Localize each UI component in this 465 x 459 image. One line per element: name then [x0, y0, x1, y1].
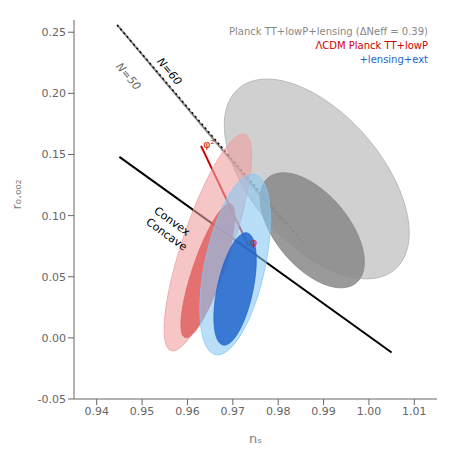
- svg-text:0.00: 0.00: [42, 332, 67, 345]
- svg-text:N=50: N=50: [113, 60, 143, 92]
- svg-text:1.00: 1.00: [357, 405, 382, 418]
- html-text:+lensing+ext: +lensing+ext: [359, 54, 428, 65]
- html-text:ΛCDM Planck TT+lowP: ΛCDM Planck TT+lowP: [315, 40, 428, 51]
- svg-text:ConvexConcave: ConvexConcave: [144, 204, 198, 254]
- svg-text:0.97: 0.97: [221, 405, 246, 418]
- svg-text:r₀.₀₀₂: r₀.₀₀₂: [9, 179, 24, 209]
- svg-text:0.15: 0.15: [42, 148, 67, 161]
- svg-text:0.95: 0.95: [130, 405, 155, 418]
- svg-text:0.94: 0.94: [84, 405, 109, 418]
- svg-text:0.98: 0.98: [266, 405, 291, 418]
- svg-text:0.99: 0.99: [311, 405, 336, 418]
- svg-text:0.25: 0.25: [42, 26, 67, 39]
- svg-text:1.01: 1.01: [402, 405, 427, 418]
- svg-text:φ: φ: [250, 236, 257, 249]
- svg-text:φ²: φ²: [203, 138, 215, 151]
- svg-text:N=60: N=60: [154, 55, 184, 87]
- html-text:Planck TT+lowP+lensing (ΔNeff: Planck TT+lowP+lensing (ΔNeff = 0.39): [229, 26, 428, 37]
- svg-text:-0.05: -0.05: [38, 393, 66, 406]
- svg-text:nₛ: nₛ: [249, 431, 262, 446]
- svg-text:0.20: 0.20: [42, 87, 67, 100]
- svg-text:0.96: 0.96: [175, 405, 200, 418]
- svg-text:0.05: 0.05: [42, 271, 67, 284]
- svg-text:0.10: 0.10: [42, 210, 67, 223]
